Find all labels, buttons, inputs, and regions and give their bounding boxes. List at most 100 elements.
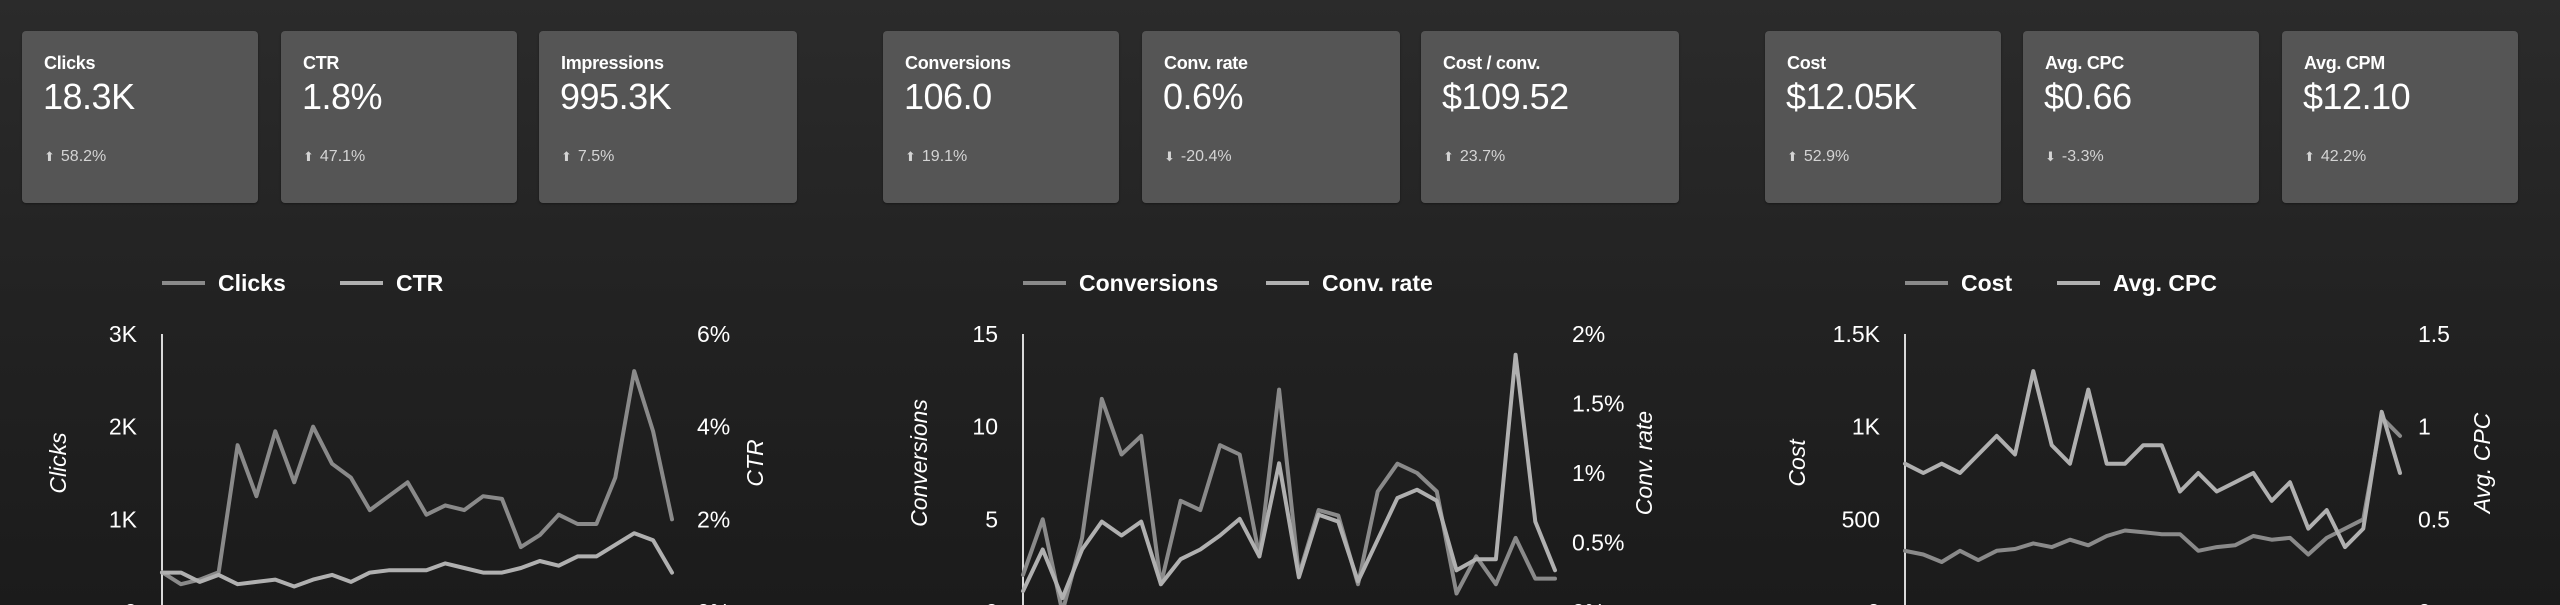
scorecard-value: $12.05K <box>1786 76 1917 117</box>
right-axis-tick: 0 <box>2418 599 2431 605</box>
scorecard-value: 106.0 <box>904 76 992 117</box>
left-axis-title: Conversions <box>906 399 932 527</box>
arrow-down-icon: ⬇ <box>2045 149 2056 164</box>
scorecard-conversions[interactable]: Conversions 106.0 ⬆ 19.1% <box>883 31 1119 203</box>
scorecard-ctr[interactable]: CTR 1.8% ⬆ 47.1% <box>281 31 517 203</box>
scorecard-change: ⬆ 58.2% <box>44 148 106 166</box>
series-line-avg-cpc[interactable] <box>1903 369 2402 550</box>
arrow-up-icon: ⬆ <box>1443 149 1454 164</box>
chart-conversions: 0 5 10 15 0% 0.5% 1% 1.5% 2% Conversions Conv. rat… <box>906 270 1657 605</box>
right-axis-tick: 1% <box>1572 460 1605 486</box>
scorecard-value: $0.66 <box>2044 76 2132 117</box>
scorecard-label: Cost <box>1787 53 1826 73</box>
left-axis-tick: 1K <box>109 506 138 532</box>
scorecard-change-value: 23.7% <box>1459 148 1506 165</box>
scorecard-change: ⬆ 52.9% <box>1787 148 1849 166</box>
right-axis-tick: 6% <box>697 321 730 347</box>
scorecard-change: ⬆ 42.2% <box>2304 148 2366 166</box>
scorecard-value: 1.8% <box>302 76 383 117</box>
scorecard-value: $12.10 <box>2303 76 2411 117</box>
scorecard-label: Avg. CPM <box>2304 53 2385 73</box>
left-axis-tick: 500 <box>1842 506 1880 532</box>
legend-label[interactable]: Clicks <box>218 270 286 296</box>
right-axis-tick: 2% <box>697 506 730 532</box>
right-axis-tick: 4% <box>697 414 730 440</box>
series-line-conversions[interactable] <box>1021 387 1557 605</box>
scorecard-change: ⬆ 19.1% <box>905 148 967 166</box>
right-axis-tick: 1.5% <box>1572 391 1624 417</box>
legend-label[interactable]: Cost <box>1961 270 2012 296</box>
series-line-conv-rate[interactable] <box>1021 352 1557 601</box>
left-axis-tick: 1K <box>1852 414 1881 440</box>
arrow-up-icon: ⬆ <box>303 149 314 164</box>
legend-label[interactable]: Avg. CPC <box>2113 270 2217 296</box>
chart-clicks: 0 1K 2K 3K 0% 2% 4% 6% Clicks CTR Clicks CTR <box>45 270 768 605</box>
left-axis-tick: 2K <box>109 414 138 440</box>
left-axis-tick: 1.5K <box>1833 321 1881 347</box>
right-axis-tick: 0.5 <box>2418 506 2450 532</box>
series-line-cost[interactable] <box>1903 415 2402 564</box>
right-axis-title: Conv. rate <box>1631 411 1657 515</box>
scorecard-cost[interactable]: Cost $12.05K ⬆ 52.9% <box>1765 31 2001 203</box>
left-axis-title: Cost <box>1784 438 1810 487</box>
arrow-up-icon: ⬆ <box>1787 149 1798 164</box>
scorecard-label: CTR <box>303 53 340 73</box>
right-axis-title: Avg. CPC <box>2469 412 2495 515</box>
legend-label[interactable]: CTR <box>396 270 444 296</box>
left-axis-tick: 0 <box>1867 599 1880 605</box>
scorecard-label: Conversions <box>905 53 1011 73</box>
scorecard-change-value: -20.4% <box>1180 148 1232 165</box>
left-axis-tick: 0 <box>124 599 137 605</box>
scorecard-value: 0.6% <box>1163 76 1244 117</box>
scorecard-change-value: 52.9% <box>1803 148 1850 165</box>
left-axis-tick: 10 <box>972 414 998 440</box>
arrow-up-icon: ⬆ <box>561 149 572 164</box>
scorecard-label: Cost / conv. <box>1443 53 1541 73</box>
right-axis-title: CTR <box>742 439 768 486</box>
scorecard-change-value: 7.5% <box>577 148 615 165</box>
left-axis-tick: 0 <box>985 599 998 605</box>
scorecard-impressions[interactable]: Impressions 995.3K ⬆ 7.5% <box>539 31 797 203</box>
scorecard-avg-cpm[interactable]: Avg. CPM $12.10 ⬆ 42.2% <box>2282 31 2518 203</box>
scorecard-change-value: 58.2% <box>60 148 107 165</box>
arrow-up-icon: ⬆ <box>44 149 55 164</box>
right-axis-tick: 0.5% <box>1572 530 1624 556</box>
scorecard-clicks[interactable]: Clicks 18.3K ⬆ 58.2% <box>22 31 258 203</box>
left-axis-title: Clicks <box>45 432 71 494</box>
scorecard-change: ⬇ -3.3% <box>2045 148 2104 166</box>
left-axis-tick: 15 <box>972 321 998 347</box>
scorecard-label: Clicks <box>44 53 96 73</box>
scorecard-cost-conv[interactable]: Cost / conv. $109.52 ⬆ 23.7% <box>1421 31 1679 203</box>
scorecard-conv-rate[interactable]: Conv. rate 0.6% ⬇ -20.4% <box>1142 31 1400 203</box>
arrow-up-icon: ⬆ <box>2304 149 2315 164</box>
right-axis-tick: 1.5 <box>2418 321 2450 347</box>
scorecard-change: ⬆ 23.7% <box>1443 148 1505 166</box>
scorecard-value: 18.3K <box>43 76 135 117</box>
scorecard-label: Avg. CPC <box>2045 53 2124 73</box>
right-axis-tick: 0% <box>1572 599 1605 605</box>
scorecard-change-value: 47.1% <box>319 148 366 165</box>
chart-cost: 0 500 1K 1.5K 0 0.5 1 1.5 Cost Avg. CPC Cost Avg. C… <box>1784 270 2495 605</box>
scorecard-change: ⬆ 7.5% <box>561 148 614 166</box>
series-line-clicks[interactable] <box>160 369 674 587</box>
scorecard-change-value: 42.2% <box>2320 148 2367 165</box>
scorecard-change-value: 19.1% <box>921 148 968 165</box>
scorecard-value: 995.3K <box>560 76 672 117</box>
right-axis-tick: 2% <box>1572 321 1605 347</box>
scorecard-change: ⬆ 47.1% <box>303 148 365 166</box>
legend-label[interactable]: Conv. rate <box>1322 270 1433 296</box>
scorecard-avg-cpc[interactable]: Avg. CPC $0.66 ⬇ -3.3% <box>2023 31 2259 203</box>
scorecard-change-value: -3.3% <box>2061 148 2104 165</box>
right-axis-tick: 0% <box>697 599 730 605</box>
series-line-ctr[interactable] <box>160 531 674 589</box>
scorecard-change: ⬇ -20.4% <box>1164 148 1232 166</box>
scorecard-label: Conv. rate <box>1164 53 1248 73</box>
arrow-down-icon: ⬇ <box>1164 149 1175 164</box>
left-axis-tick: 5 <box>985 506 998 532</box>
arrow-up-icon: ⬆ <box>905 149 916 164</box>
left-axis-tick: 3K <box>109 321 138 347</box>
legend-label[interactable]: Conversions <box>1079 270 1218 296</box>
right-axis-tick: 1 <box>2418 414 2431 440</box>
